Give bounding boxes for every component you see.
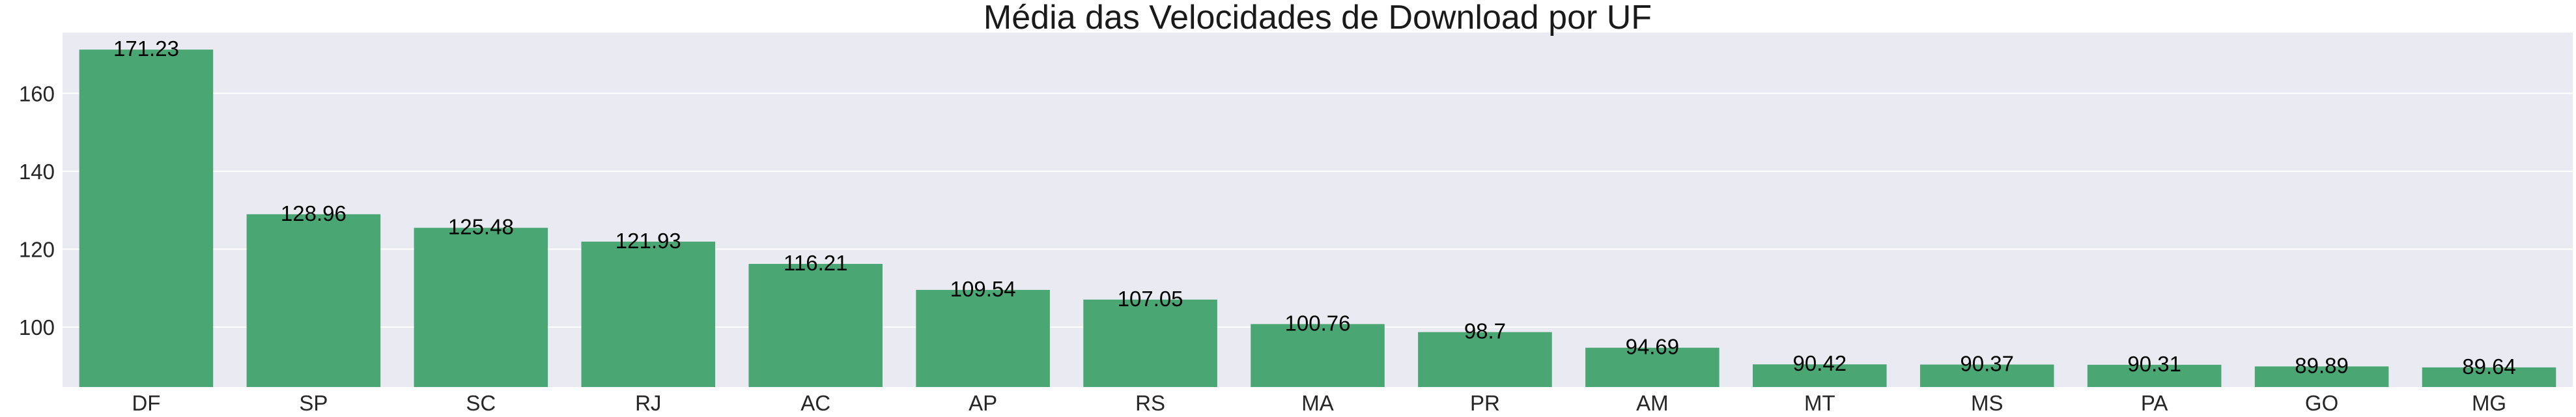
x-tick-label-ap: AP <box>969 391 997 415</box>
bar-am <box>1585 347 1720 387</box>
bar-rs <box>1083 299 1217 387</box>
x-tick-label-ma: MA <box>1301 391 1334 415</box>
bars <box>79 50 2556 387</box>
x-tick-label-rs: RS <box>1135 391 1165 415</box>
data-label-mg: 89.64 <box>2462 354 2516 379</box>
x-tick-label-df: DF <box>132 391 160 415</box>
x-tick-label-sp: SP <box>299 391 328 415</box>
x-tick-label-pr: PR <box>1470 391 1500 415</box>
data-label-ap: 109.54 <box>950 277 1016 301</box>
x-tick-label-rj: RJ <box>635 391 661 415</box>
x-tick-label-am: AM <box>1636 391 1669 415</box>
x-tick-label-mt: MT <box>1804 391 1835 415</box>
bar-mg <box>2422 367 2556 387</box>
chart-title: Média das Velocidades de Download por UF <box>984 0 1652 36</box>
x-tick-label-ms: MS <box>1971 391 2003 415</box>
y-tick-label: 140 <box>19 160 55 184</box>
bar-rj <box>581 241 716 387</box>
data-label-df: 171.23 <box>113 36 179 61</box>
bar-df <box>79 50 214 387</box>
bar-ma <box>1251 324 1385 387</box>
x-tick-label-go: GO <box>2305 391 2338 415</box>
data-label-ms: 90.37 <box>1960 352 2014 376</box>
data-labels: 171.23 128.96 125.48 121.93 116.21 109.54 107.… <box>113 36 2516 379</box>
data-label-mt: 90.42 <box>1793 351 1847 375</box>
x-axis-ticks: DF SP SC RJ AC AP RS MA PR AM MT MS PA GO MG <box>132 391 2506 415</box>
x-tick-label-mg: MG <box>2472 391 2506 415</box>
data-label-sc: 125.48 <box>448 215 514 239</box>
bar-ac <box>748 264 883 387</box>
bar-ap <box>916 289 1050 387</box>
bar-go <box>2254 366 2389 387</box>
data-label-rj: 121.93 <box>616 229 681 253</box>
data-label-rs: 107.05 <box>1118 287 1183 311</box>
x-tick-label-ac: AC <box>800 391 830 415</box>
y-tick-label: 120 <box>19 237 55 261</box>
data-label-am: 94.69 <box>1626 335 1680 359</box>
bar-mt <box>1753 364 1887 387</box>
bar-sp <box>246 214 381 387</box>
bar-sc <box>414 227 548 387</box>
bar-pa <box>2087 364 2222 387</box>
data-label-pa: 90.31 <box>2127 352 2181 376</box>
data-label-pr: 98.7 <box>1464 319 1506 343</box>
data-label-go: 89.89 <box>2295 353 2349 377</box>
y-tick-label: 160 <box>19 81 55 106</box>
bar-ms <box>1919 364 2054 387</box>
data-label-ma: 100.76 <box>1285 311 1351 335</box>
data-label-sp: 128.96 <box>281 201 347 225</box>
y-axis-ticks: 100 120 140 160 <box>19 81 55 339</box>
x-tick-label-pa: PA <box>2141 391 2168 415</box>
bar-pr <box>1418 332 1552 387</box>
y-tick-label: 100 <box>19 315 55 339</box>
x-tick-label-sc: SC <box>466 391 496 415</box>
data-label-ac: 116.21 <box>784 251 847 275</box>
